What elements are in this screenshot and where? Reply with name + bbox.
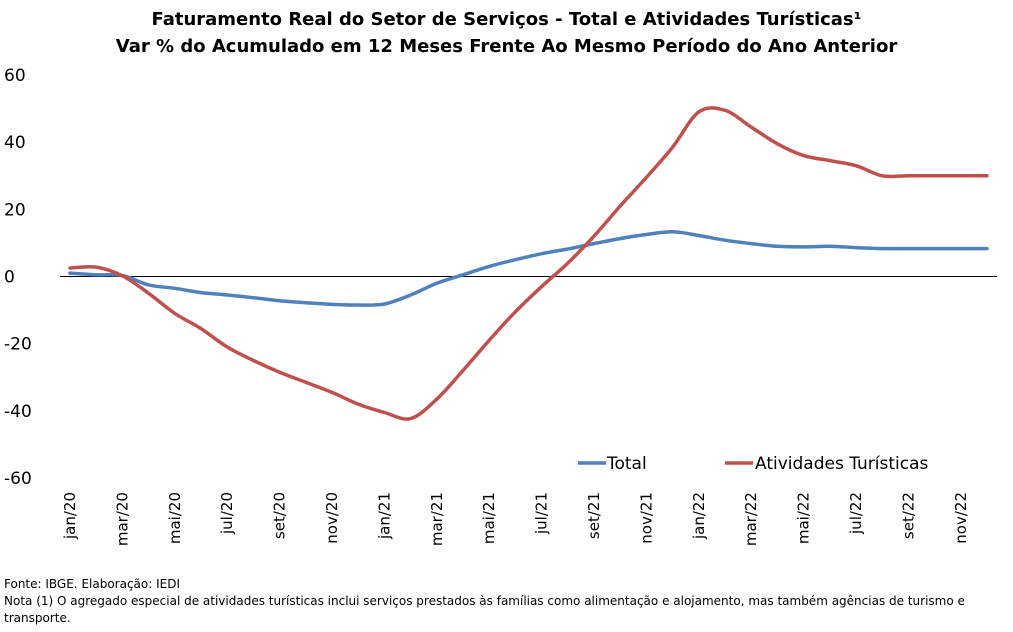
x-tick-label: mar/21 bbox=[428, 492, 446, 546]
y-tick-label: 0 bbox=[4, 268, 15, 288]
x-tick-label: nov/21 bbox=[637, 492, 655, 544]
y-tick-label: 60 bbox=[4, 66, 26, 86]
x-tick-label: set/22 bbox=[899, 492, 917, 539]
x-tick-label: set/21 bbox=[585, 492, 603, 539]
chart-title-line1: Faturamento Real do Setor de Serviços - … bbox=[151, 9, 862, 30]
series-layer bbox=[68, 106, 989, 421]
x-tick-label: mai/22 bbox=[795, 492, 813, 544]
x-tick-label: jul/22 bbox=[847, 492, 865, 535]
line-chart: 60 40 20 0 -20 -40 -60 jan/20 mar/20 mai/20 jul/2… bbox=[4, 66, 997, 546]
footnote: Nota (1) O agregado especial de atividad… bbox=[4, 594, 965, 625]
source-note: Fonte: IBGE. Elaboração: IEDI bbox=[4, 577, 181, 591]
x-tick-label: set/20 bbox=[271, 492, 289, 539]
series-line-total bbox=[68, 230, 989, 307]
y-tick-label: -60 bbox=[4, 469, 32, 489]
chart-subtitle: Var % do Acumulado em 12 Meses Frente Ao… bbox=[115, 36, 898, 57]
y-axis: 60 40 20 0 -20 -40 -60 bbox=[4, 66, 32, 489]
chart-title: Faturamento Real do Setor de Serviços - … bbox=[0, 6, 1013, 60]
y-tick-label: 40 bbox=[4, 133, 26, 153]
x-tick-label: jan/20 bbox=[61, 492, 79, 540]
x-tick-label: nov/22 bbox=[952, 492, 970, 544]
x-axis: jan/20 mar/20 mai/20 jul/20 set/20 nov/20 jan/… bbox=[61, 492, 970, 546]
chart-footer: Fonte: IBGE. Elaboração: IEDI Nota (1) O… bbox=[4, 576, 1004, 627]
y-tick-label: -20 bbox=[4, 335, 32, 355]
y-tick-label: -40 bbox=[4, 402, 32, 422]
x-tick-label: jul/21 bbox=[533, 492, 551, 535]
legend-label: Total bbox=[606, 454, 647, 474]
y-tick-label: 20 bbox=[4, 200, 26, 220]
legend: Total Atividades Turísticas bbox=[578, 454, 929, 474]
series-line-atividades-turisticas bbox=[68, 106, 989, 421]
x-tick-label: jan/21 bbox=[375, 492, 393, 540]
legend-label: Atividades Turísticas bbox=[755, 454, 929, 474]
x-tick-label: jul/20 bbox=[218, 492, 236, 535]
x-tick-label: jan/22 bbox=[690, 492, 708, 540]
x-tick-label: mai/20 bbox=[166, 492, 184, 544]
x-tick-label: mar/20 bbox=[113, 492, 131, 546]
x-tick-label: mar/22 bbox=[742, 492, 760, 546]
x-tick-label: nov/20 bbox=[323, 492, 341, 544]
x-tick-label: mai/21 bbox=[480, 492, 498, 544]
